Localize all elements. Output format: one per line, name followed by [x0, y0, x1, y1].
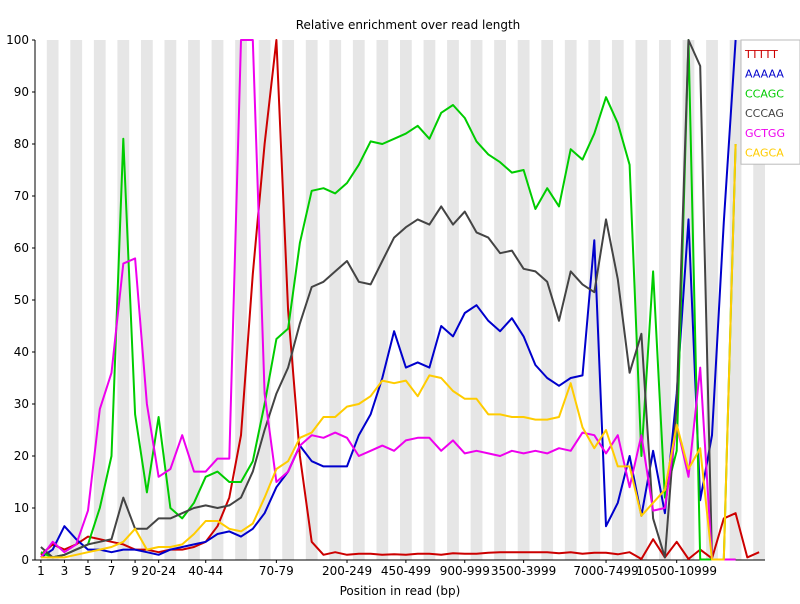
grid-band — [706, 40, 718, 560]
x-tick-label: 70-79 — [259, 564, 294, 578]
grid-band — [517, 40, 530, 560]
series-line-cccag — [40, 39, 736, 561]
y-tick-label: 90 — [14, 85, 29, 99]
grid-band — [164, 40, 177, 560]
grid-band — [46, 40, 59, 560]
series-layer — [40, 39, 760, 561]
axes: 0 10 20 30 40 50 60 70 80 90 100 1 3 5 7 9 20-24 40-44 70-… — [6, 33, 765, 578]
grid-band — [140, 40, 153, 560]
x-tick-label: 200-249 — [322, 564, 372, 578]
chart-title: Relative enrichment over read length — [296, 18, 521, 32]
grid-band — [682, 40, 695, 560]
y-tick-label: 100 — [6, 33, 29, 47]
x-tick-label: 7 — [108, 564, 116, 578]
y-tick-label: 40 — [14, 345, 29, 359]
x-tick-label: 20-24 — [141, 564, 176, 578]
x-tick-label: 5 — [84, 564, 92, 578]
series-line-gctgg — [40, 39, 736, 561]
legend-box — [740, 39, 800, 165]
grid-band — [235, 40, 247, 560]
y-tick-label: 30 — [14, 397, 29, 411]
x-tick-label: 1 — [37, 564, 45, 578]
legend-item-cccag: CCCAG — [745, 107, 784, 120]
x-tick-label: 9 — [131, 564, 139, 578]
x-tick-label: 3500-3999 — [491, 564, 556, 578]
grid-band — [753, 40, 765, 560]
grid-band — [70, 40, 83, 560]
legend-item-cagca: CAGCA — [745, 147, 784, 160]
grid-band — [729, 40, 742, 560]
x-axis-label: Position in read (bp) — [340, 584, 461, 598]
grid-bands — [46, 40, 765, 560]
y-tick-label: 60 — [14, 241, 29, 255]
y-tick-label: 0 — [21, 553, 29, 567]
x-tick-label: 450-499 — [381, 564, 431, 578]
x-tick-label: 40-44 — [188, 564, 223, 578]
series-line-ttttt — [40, 39, 760, 560]
legend-item-aaaaa: AAAAA — [745, 68, 784, 81]
grid-band — [423, 40, 436, 560]
grid-band — [588, 40, 601, 560]
y-tick-label: 80 — [14, 137, 29, 151]
grid-band — [93, 40, 106, 560]
x-tick-label: 3 — [61, 564, 69, 578]
legend-item-ccagc: CCAGC — [745, 87, 784, 100]
grid-band — [541, 40, 554, 560]
legend: TTTTT AAAAA CCAGC CCCAG GCTGG CAGCA — [740, 39, 800, 165]
grid-band — [470, 40, 483, 560]
grid-band — [611, 40, 624, 560]
y-tick-label: 50 — [14, 293, 29, 307]
grid-band — [329, 40, 342, 560]
x-tick-label: 10500-10999 — [636, 564, 717, 578]
grid-band — [117, 40, 130, 560]
grid-band — [564, 40, 577, 560]
x-tick-label: 900-999 — [440, 564, 490, 578]
series-line-aaaaa — [40, 39, 737, 559]
y-tick-label: 10 — [14, 501, 29, 515]
legend-item-gctgg: GCTGG — [745, 127, 785, 140]
grid-band — [352, 40, 365, 560]
grid-band — [188, 40, 200, 560]
y-tick-label: 70 — [14, 189, 29, 203]
x-tick-label: 7000-7499 — [573, 564, 638, 578]
grid-band — [494, 40, 506, 560]
grid-band — [659, 40, 671, 560]
y-tick-label: 20 — [14, 449, 29, 463]
grid-band — [211, 40, 224, 560]
legend-item-ttttt: TTTTT — [744, 48, 778, 61]
series-line-ccagc — [40, 39, 737, 561]
grid-band — [400, 40, 412, 560]
grid-band — [258, 40, 271, 560]
grid-band — [635, 40, 648, 560]
series-line-cagca — [40, 143, 737, 561]
grid-band — [376, 40, 389, 560]
grid-band — [447, 40, 459, 560]
grid-band — [305, 40, 318, 560]
